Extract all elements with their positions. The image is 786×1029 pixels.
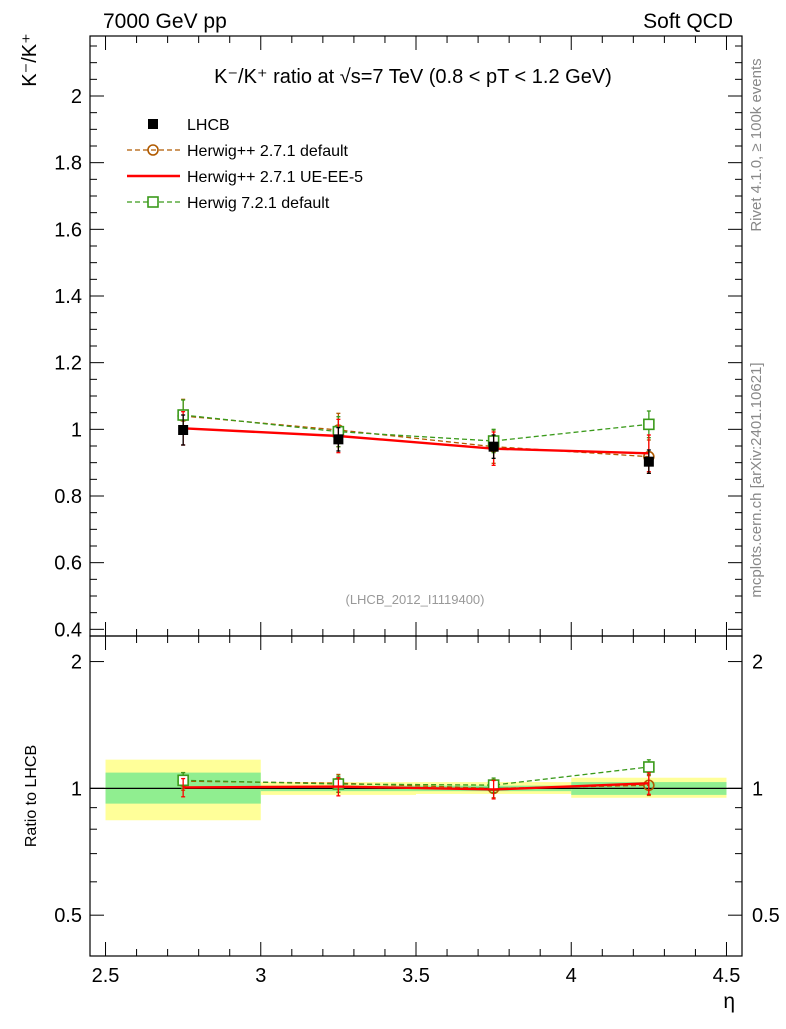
ratio-panel: 0.5 0.5 1 1 2 2 2.5 3 3.5 4 4.5 Ratio to LHCB bbox=[23, 635, 780, 987]
series-data-point bbox=[488, 441, 499, 452]
series-herwigpp_ueee5-line bbox=[183, 427, 649, 455]
main-ytick-label: 0.4 bbox=[54, 619, 82, 641]
main-panel: 0.4 0.6 0.8 1 1.2 1.4 1.6 1.8 2 K⁻/K⁺ ratio at √… bbox=[19, 33, 743, 641]
ratio-series-herwig7-point bbox=[643, 761, 655, 773]
legend-herwigpp_ueee5-label: Herwig++ 2.7.1 UE-EE-5 bbox=[187, 169, 363, 186]
ratio-content bbox=[90, 759, 742, 821]
main-ytick-label: 2 bbox=[71, 86, 82, 108]
main-ylabel: K⁻/K⁺ bbox=[19, 33, 41, 86]
series-herwig7-point bbox=[643, 418, 655, 431]
ratio-axes: 0.5 0.5 1 1 2 2 2.5 3 3.5 4 4.5 bbox=[54, 636, 780, 987]
series-data-point bbox=[333, 434, 344, 445]
legend-herwigpp_default-label: Herwig++ 2.7.1 default bbox=[187, 143, 349, 160]
main-ytick-label: 1.6 bbox=[54, 219, 82, 241]
main-ytick-label: 1.2 bbox=[54, 353, 82, 375]
legend-data-marker bbox=[148, 119, 158, 129]
ratio-ylabel: Ratio to LHCB bbox=[23, 745, 40, 847]
ratio-series-herwig7-line bbox=[183, 766, 649, 786]
series-data-point bbox=[178, 425, 189, 435]
legend-data-label: LHCB bbox=[187, 117, 230, 134]
main-title: K⁻/K⁺ ratio at √s=7 TeV (0.8 < pT < 1.2 … bbox=[214, 66, 612, 88]
x-axis-label: η bbox=[723, 990, 735, 1013]
ratio-ytick-label-right: 1 bbox=[752, 778, 763, 800]
ratio-xtick-label: 4 bbox=[566, 965, 577, 987]
ratio-xtick-label: 2.5 bbox=[92, 965, 120, 987]
ratio-xtick-label: 3 bbox=[255, 965, 266, 987]
main-axes: 0.4 0.6 0.8 1 1.2 1.4 1.6 1.8 2 bbox=[54, 36, 742, 641]
side-label-mcplots: mcplots.cern.ch [arXiv:2401.10621] bbox=[748, 362, 765, 597]
ratio-ytick-label: 0.5 bbox=[54, 905, 82, 927]
ratio-series-herwigpp_ueee5-line bbox=[183, 782, 649, 791]
header-left: 7000 GeV pp bbox=[103, 10, 227, 33]
main-ytick-label: 1.8 bbox=[54, 153, 82, 175]
series-herwigpp_default-line bbox=[183, 415, 649, 458]
legend-herwig7-label: Herwig 7.2.1 default bbox=[187, 195, 330, 212]
series-data-point bbox=[643, 456, 654, 467]
ratio-ytick-label-right: 2 bbox=[752, 652, 763, 674]
ratio-ytick-label: 2 bbox=[71, 652, 82, 674]
main-ytick-label: 0.6 bbox=[54, 553, 82, 575]
ratio-ytick-label: 1 bbox=[71, 778, 82, 800]
ratio-xtick-label: 4.5 bbox=[713, 965, 741, 987]
side-label-rivet: Rivet 4.1.0, ≥ 100k events bbox=[748, 58, 765, 231]
ratio-xtick-label: 3.5 bbox=[402, 965, 430, 987]
legend-herwig7-marker bbox=[147, 196, 159, 208]
main-ytick-label: 1.4 bbox=[54, 286, 82, 308]
watermark: (LHCB_2012_I1119400) bbox=[345, 592, 484, 607]
main-ytick-label: 1 bbox=[71, 419, 82, 441]
ratio-ytick-label-right: 0.5 bbox=[752, 905, 780, 927]
legend-herwigpp_default-marker bbox=[147, 144, 159, 156]
series-herwig7-line bbox=[183, 414, 649, 442]
main-content bbox=[177, 398, 655, 474]
header-right: Soft QCD bbox=[643, 10, 733, 33]
main-ytick-label: 0.8 bbox=[54, 486, 82, 508]
legend: LHCB Herwig++ 2.7.1 default Herwig++ 2.7.1… bbox=[127, 117, 363, 212]
